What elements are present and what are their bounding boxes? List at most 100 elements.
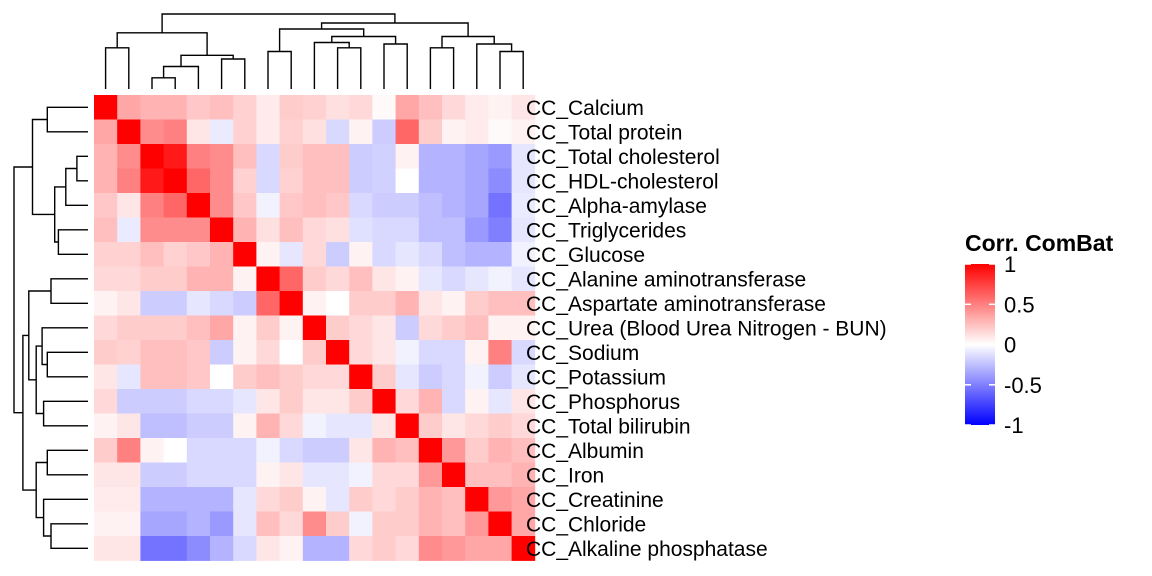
heatmap-cell — [442, 438, 466, 463]
heatmap-cell — [163, 536, 188, 561]
heatmap-cell — [279, 242, 304, 267]
heatmap-cell — [210, 144, 234, 169]
heatmap-cell — [117, 242, 141, 267]
heatmap-cell — [94, 462, 118, 488]
heatmap-cell — [326, 291, 350, 316]
heatmap-cell — [117, 95, 141, 120]
heatmap-cell — [163, 144, 188, 169]
dendrogram-branch — [331, 35, 397, 44]
heatmap-cell — [349, 389, 373, 414]
heatmap-cell — [465, 462, 489, 488]
row-dendrogram — [13, 106, 88, 549]
heatmap-cell — [326, 95, 350, 120]
heatmap-cell — [326, 242, 350, 267]
dendrogram-branch — [65, 167, 88, 206]
heatmap-cell — [488, 119, 512, 145]
heatmap-cell — [372, 217, 396, 243]
heatmap-cell — [349, 144, 373, 169]
heatmap-cell — [302, 462, 327, 488]
heatmap-cell — [326, 364, 350, 390]
heatmap-cell — [186, 217, 211, 243]
heatmap-cell — [94, 340, 118, 365]
heatmap-cell — [326, 438, 350, 463]
heatmap-cell — [117, 462, 141, 488]
heatmap-cell — [395, 242, 420, 267]
heatmap-cell — [488, 389, 512, 414]
heatmap-cell — [418, 242, 443, 267]
heatmap-cell — [233, 462, 257, 488]
heatmap-cell — [465, 193, 489, 218]
heatmap-cell — [418, 168, 443, 194]
heatmap-cell — [302, 511, 327, 537]
heatmap-cell — [511, 462, 536, 488]
heatmap-cell — [395, 193, 420, 218]
row-label: CC_Alpha-amylase — [526, 195, 707, 218]
dendrogram-branch — [50, 523, 88, 549]
heatmap-cell — [279, 315, 304, 341]
heatmap-cell — [163, 438, 188, 463]
heatmap-cell — [511, 266, 536, 292]
heatmap-cell — [186, 340, 211, 365]
heatmap-cell — [94, 389, 118, 414]
heatmap-cell — [349, 438, 373, 463]
heatmap-cell — [94, 242, 118, 267]
heatmap-cell — [442, 389, 466, 414]
heatmap-cell — [465, 291, 489, 316]
dendrogram-branch — [13, 166, 33, 414]
legend-tick-label: 0.5 — [1004, 292, 1035, 317]
heatmap-cell — [186, 511, 211, 537]
heatmap-cell — [418, 511, 443, 537]
heatmap-cell — [372, 364, 396, 390]
row-label: CC_Albumin — [526, 440, 644, 463]
heatmap-cell — [302, 193, 327, 218]
heatmap-cell — [233, 315, 257, 341]
heatmap-cell — [94, 168, 118, 194]
heatmap-cell — [418, 266, 443, 292]
heatmap-cell — [326, 315, 350, 341]
row-label: CC_Triglycerides — [526, 219, 686, 242]
heatmap-cell — [163, 364, 188, 390]
heatmap-cell — [117, 389, 141, 414]
heatmap-cell — [442, 413, 466, 439]
heatmap-cell — [233, 119, 257, 145]
legend-tick-label: 1 — [1004, 252, 1016, 277]
heatmap-cell — [442, 315, 466, 341]
heatmap-cell — [233, 364, 257, 390]
heatmap-cell — [511, 315, 536, 341]
heatmap-cell — [349, 511, 373, 537]
heatmap-cell — [210, 487, 234, 512]
heatmap-cell — [442, 95, 466, 120]
heatmap-cell — [465, 315, 489, 341]
heatmap-cell — [210, 364, 234, 390]
heatmap-cell — [395, 119, 420, 145]
heatmap-cell — [186, 193, 211, 218]
heatmap-cell — [163, 340, 188, 365]
heatmap-cell — [233, 536, 257, 561]
heatmap-cell — [233, 340, 257, 365]
heatmap-cell — [140, 511, 164, 537]
heatmap-cell — [140, 364, 164, 390]
dendrogram-branch — [151, 77, 176, 89]
heatmap-cell — [256, 438, 280, 463]
heatmap-cell — [395, 364, 420, 390]
heatmap-cell — [349, 315, 373, 341]
heatmap-cell — [163, 487, 188, 512]
heatmap-cell — [186, 413, 211, 439]
heatmap-cell — [465, 487, 489, 512]
heatmap-cell — [442, 364, 466, 390]
heatmap-cell — [233, 266, 257, 292]
heatmap-cell — [418, 193, 443, 218]
heatmap-cell — [117, 413, 141, 439]
heatmap-cell — [349, 193, 373, 218]
heatmap-cell — [442, 487, 466, 512]
heatmap-cell — [418, 144, 443, 169]
heatmap-cell — [488, 266, 512, 292]
heatmap-cell — [326, 413, 350, 439]
dendrogram-branch — [499, 50, 524, 89]
heatmap-cell — [442, 462, 466, 488]
heatmap-cell — [140, 193, 164, 218]
heatmap-cell — [140, 340, 164, 365]
heatmap-cell — [140, 413, 164, 439]
heatmap-cell — [256, 291, 280, 316]
